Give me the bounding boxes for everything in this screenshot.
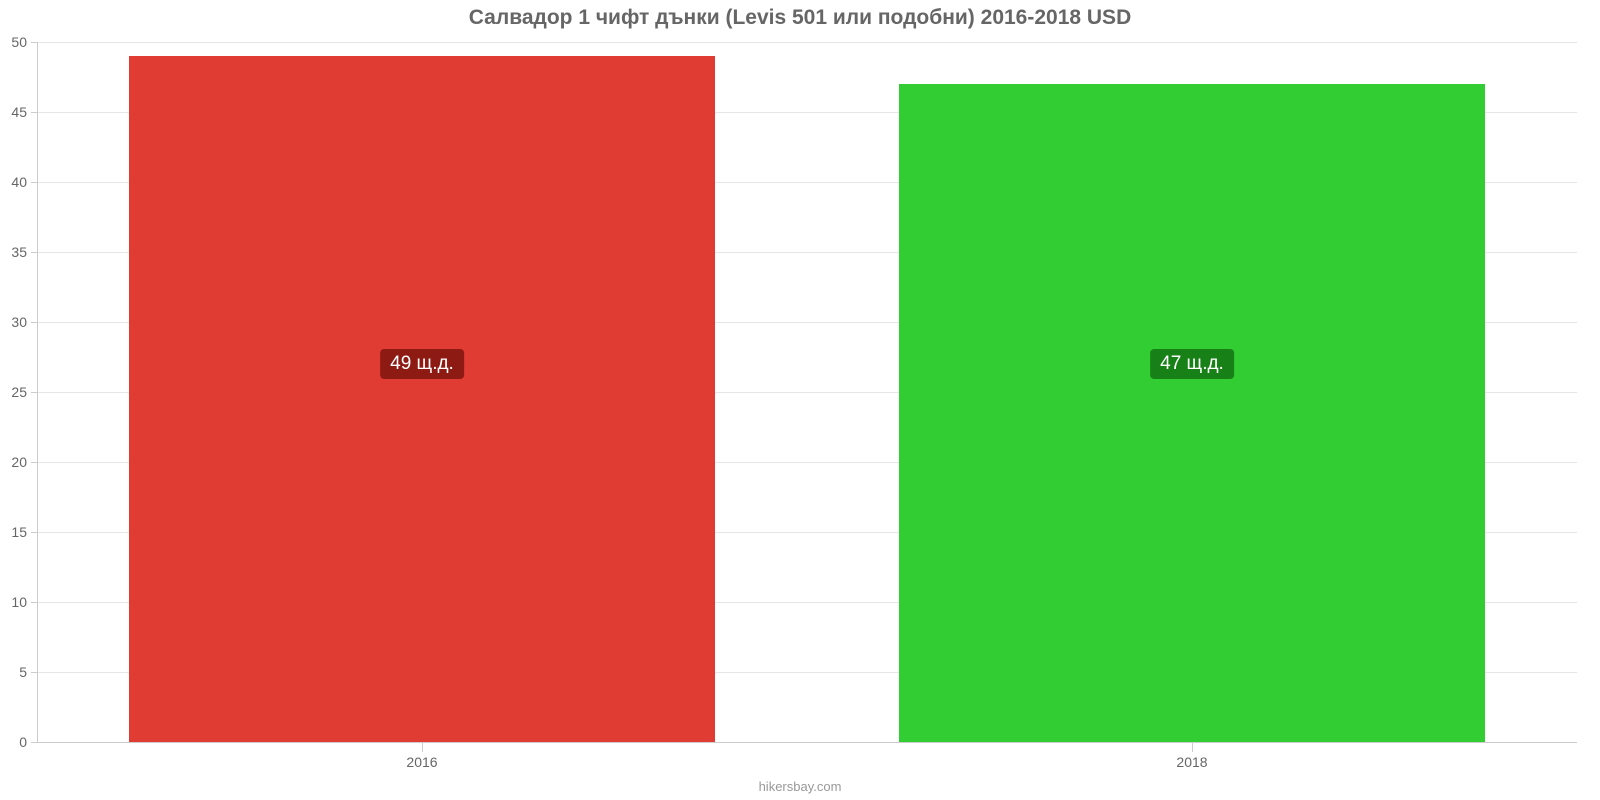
ytick-label: 15	[11, 524, 37, 540]
chart-title: Салвадор 1 чифт дънки (Levis 501 или под…	[0, 6, 1600, 30]
ytick-label: 45	[11, 104, 37, 120]
plot-area: 05101520253035404550201649 щ.д.201847 щ.…	[37, 42, 1577, 742]
ytick-label: 5	[19, 664, 37, 680]
bar	[129, 56, 714, 742]
ytick-label: 20	[11, 454, 37, 470]
bar-value-label: 47 щ.д.	[1150, 349, 1234, 379]
ytick-label: 50	[11, 34, 37, 50]
ytick-label: 25	[11, 384, 37, 400]
xtick-label: 2016	[406, 742, 437, 770]
bar	[899, 84, 1484, 742]
ytick-label: 10	[11, 594, 37, 610]
ytick-label: 40	[11, 174, 37, 190]
credits-text: hikersbay.com	[0, 779, 1600, 794]
gridline	[37, 42, 1577, 43]
ytick-label: 35	[11, 244, 37, 260]
bar-value-label: 49 щ.д.	[380, 349, 464, 379]
x-axis-line	[37, 742, 1577, 743]
ytick-label: 30	[11, 314, 37, 330]
ytick-label: 0	[19, 734, 37, 750]
y-axis-line	[37, 42, 38, 742]
xtick-label: 2018	[1176, 742, 1207, 770]
